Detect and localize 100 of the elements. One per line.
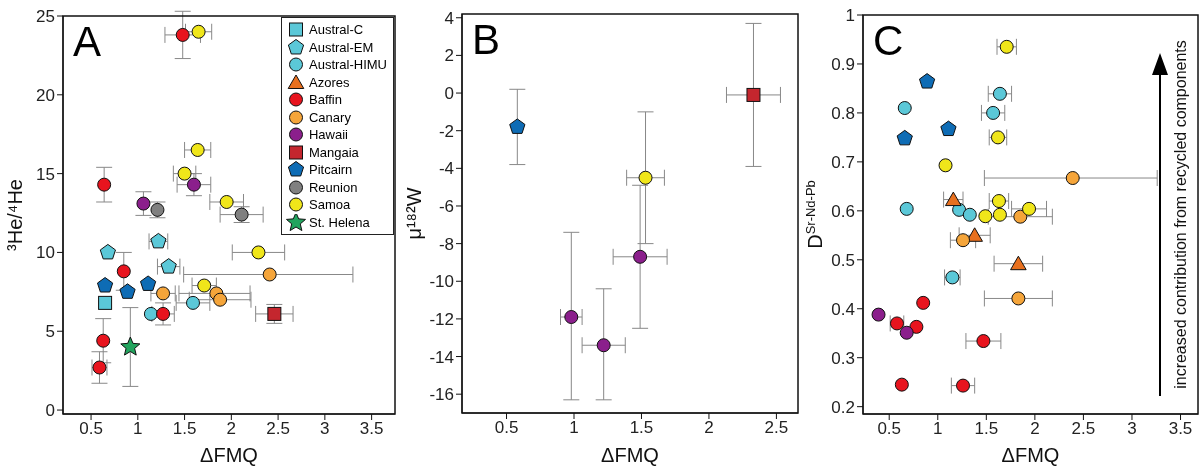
y-tick-label: -14 bbox=[429, 347, 454, 367]
point bbox=[956, 233, 971, 248]
y-tick-label: -10 bbox=[429, 272, 454, 292]
point bbox=[976, 334, 991, 349]
point bbox=[940, 120, 957, 137]
y-tick-label: 0.8 bbox=[831, 103, 855, 123]
y-tick-label: -4 bbox=[438, 159, 454, 179]
chart-title: A bbox=[73, 18, 102, 65]
x-tick-label: 2.5 bbox=[1071, 419, 1096, 439]
y-tick-label: 0.6 bbox=[831, 201, 855, 221]
legend-label: Samoa bbox=[308, 197, 351, 213]
point bbox=[156, 306, 171, 321]
y-tick-label: -6 bbox=[438, 197, 454, 217]
point bbox=[1013, 209, 1028, 224]
annotation: increased contribution from recycled components bbox=[1172, 40, 1189, 389]
x-tick-label: 0.5 bbox=[494, 418, 519, 438]
point bbox=[119, 283, 136, 299]
point bbox=[1010, 255, 1027, 271]
point bbox=[251, 245, 266, 260]
point bbox=[633, 249, 648, 264]
y-tick-label: 0.4 bbox=[831, 299, 855, 319]
point bbox=[962, 207, 977, 222]
chart-title: B bbox=[472, 16, 501, 63]
point bbox=[191, 24, 206, 39]
point bbox=[909, 319, 924, 334]
legend-label: Reunion bbox=[308, 179, 358, 195]
point bbox=[190, 142, 205, 157]
point bbox=[899, 201, 914, 216]
legend-label: Austral-C bbox=[308, 22, 364, 38]
point bbox=[509, 118, 526, 134]
x-tick-label: 2 bbox=[226, 419, 237, 439]
point bbox=[156, 286, 171, 301]
point bbox=[746, 87, 761, 102]
y-tick-label: 0.2 bbox=[831, 397, 855, 417]
x-tick-label: 3 bbox=[1127, 419, 1137, 439]
legend-label: Mangaia bbox=[308, 144, 359, 160]
point bbox=[938, 158, 953, 173]
point bbox=[1065, 171, 1080, 186]
point bbox=[871, 307, 886, 322]
x-tick-label: 2.5 bbox=[764, 418, 789, 438]
point bbox=[116, 264, 131, 279]
x-tick-label: 0.5 bbox=[79, 419, 103, 439]
y-tick-label: 0.9 bbox=[831, 54, 855, 74]
point bbox=[175, 27, 190, 42]
point bbox=[143, 306, 158, 321]
y-tick-label: -8 bbox=[438, 234, 454, 254]
y-axis-title: ³He/⁴He bbox=[4, 179, 26, 251]
x-tick-label: 1 bbox=[933, 419, 943, 439]
y-tick-label: 25 bbox=[36, 7, 55, 27]
y-tick-label: 0.3 bbox=[831, 348, 855, 368]
point bbox=[99, 243, 116, 260]
legend-label: Pitcairn bbox=[308, 162, 353, 178]
point bbox=[213, 292, 228, 307]
y-tick-label: 0.7 bbox=[831, 152, 855, 172]
point bbox=[177, 166, 192, 181]
x-tick-label: 0.5 bbox=[877, 419, 902, 439]
x-tick-label: 1.5 bbox=[172, 419, 197, 439]
x-tick-label: 1 bbox=[569, 418, 579, 438]
point bbox=[186, 177, 201, 192]
point bbox=[899, 325, 914, 340]
x-tick-label: 2 bbox=[704, 418, 714, 438]
legend-label: Austral-EM bbox=[308, 39, 374, 55]
x-tick-label: 3 bbox=[320, 419, 330, 439]
legend-label: Azores bbox=[308, 74, 350, 90]
point bbox=[1022, 201, 1037, 216]
point bbox=[897, 101, 912, 116]
point bbox=[596, 338, 611, 353]
x-tick-label: 2.5 bbox=[266, 419, 290, 439]
legend-label: Baffin bbox=[308, 92, 342, 108]
point bbox=[1011, 291, 1026, 306]
x-tick-label: 3.5 bbox=[1168, 419, 1193, 439]
point bbox=[894, 377, 909, 392]
point bbox=[986, 105, 1001, 120]
chart-title: C bbox=[873, 17, 904, 64]
legend-label: Hawaii bbox=[308, 127, 348, 143]
point bbox=[98, 295, 113, 310]
y-tick-label: 0 bbox=[444, 84, 454, 104]
x-tick-label: 2 bbox=[1030, 419, 1040, 439]
x-tick-label: 3.5 bbox=[359, 419, 384, 439]
point bbox=[956, 378, 971, 393]
y-tick-label: 1 bbox=[845, 6, 855, 26]
point bbox=[992, 207, 1007, 222]
y-tick-label: -16 bbox=[429, 385, 454, 405]
y-tick-label: 4 bbox=[444, 8, 454, 28]
point bbox=[638, 170, 653, 185]
point bbox=[97, 177, 112, 192]
point bbox=[966, 227, 983, 242]
y-tick-label: 0 bbox=[45, 401, 55, 421]
point bbox=[916, 295, 931, 310]
point bbox=[992, 86, 1007, 101]
y-tick-label: 0.5 bbox=[831, 250, 855, 270]
legend-label: Canary bbox=[308, 109, 351, 125]
point bbox=[160, 258, 177, 274]
x-axis-title: ΔFMQ bbox=[1001, 444, 1060, 466]
y-tick-label: 5 bbox=[45, 322, 55, 342]
y-axis-title: μ¹⁸²W bbox=[403, 187, 425, 240]
y-tick-label: 10 bbox=[36, 243, 55, 263]
x-tick-label: 1.5 bbox=[629, 418, 654, 438]
y-tick-label: 20 bbox=[36, 85, 55, 105]
x-axis-title: ΔFMQ bbox=[601, 444, 659, 466]
